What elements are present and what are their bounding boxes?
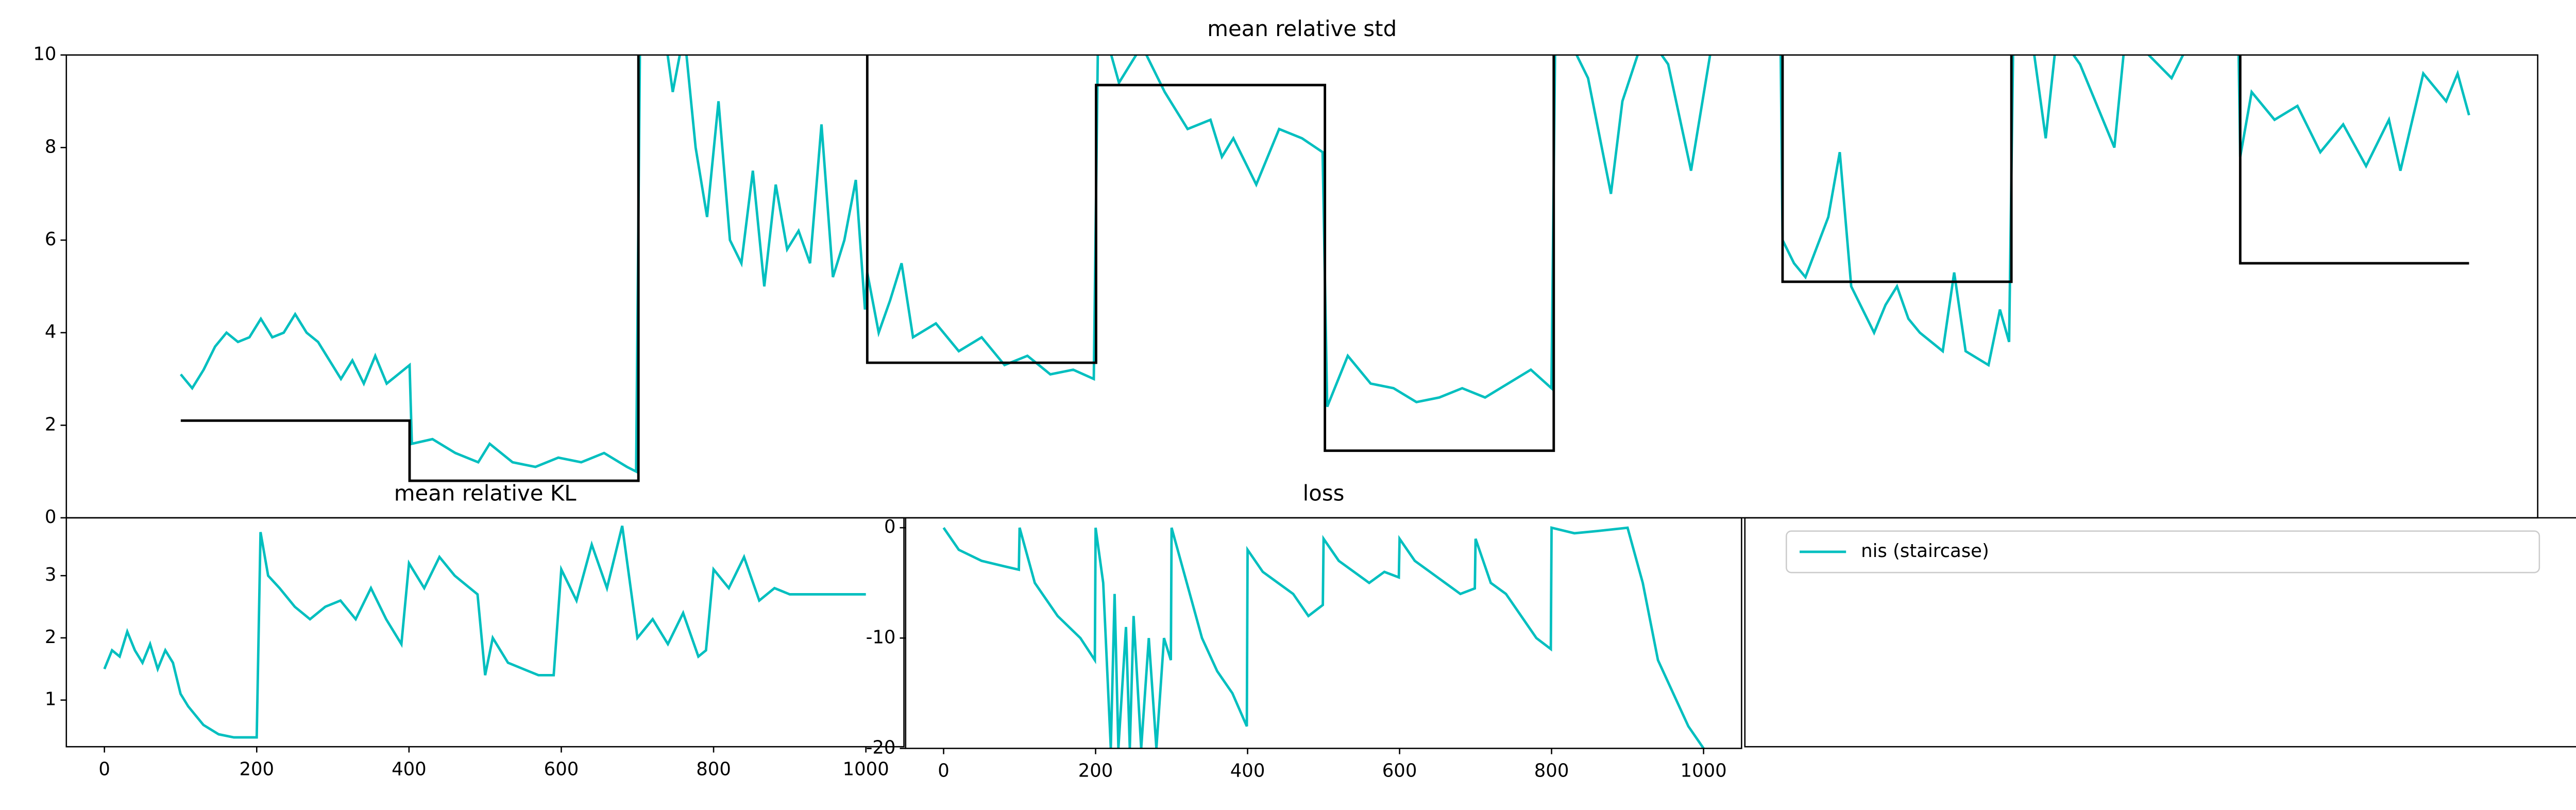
y-tick-label: 3: [45, 564, 57, 585]
chart-title: mean relative std: [1207, 16, 1397, 41]
y-tick-label: -10: [866, 627, 896, 648]
legend-label: nis (staircase): [1861, 541, 1989, 562]
x-tick-label: 0: [938, 760, 950, 781]
y-tick-label: -20: [866, 737, 896, 758]
series-line: [942, 526, 1705, 749]
x-tick-label: 800: [696, 758, 731, 780]
plot-area: [179, 55, 2470, 482]
y-tick-label: 0: [45, 507, 57, 528]
series-line: [103, 526, 866, 739]
axes-frame: [905, 517, 1742, 749]
series-line: [179, 55, 2470, 474]
x-tick-label: 0: [98, 758, 110, 780]
chart-title: mean relative KL: [394, 480, 577, 505]
x-tick-label: 400: [392, 758, 427, 780]
x-tick-label: 600: [544, 758, 579, 780]
x-tick-label: 400: [1230, 760, 1265, 781]
x-tick-label: 200: [239, 758, 274, 780]
legend-box: [1785, 530, 2540, 573]
x-tick-label: 1000: [843, 758, 889, 780]
y-tick-label: 6: [45, 229, 57, 250]
axes-frame: [65, 517, 905, 748]
legend-axes: [1744, 517, 2576, 748]
series-line: [180, 55, 2469, 482]
y-tick-label: 0: [884, 516, 896, 537]
y-tick-label: 8: [45, 136, 57, 157]
x-tick-label: 1000: [1681, 760, 1727, 781]
y-tick-label: 4: [45, 322, 57, 343]
y-tick-label: 2: [45, 414, 57, 435]
x-tick-label: 200: [1078, 760, 1113, 781]
y-tick-label: 1: [45, 689, 57, 710]
plot-area: [942, 526, 1705, 749]
plot-area: [103, 526, 866, 739]
chart-title: loss: [1303, 480, 1345, 505]
y-tick-label: 2: [45, 627, 57, 648]
x-tick-label: 800: [1534, 760, 1569, 781]
x-tick-label: 600: [1382, 760, 1417, 781]
y-tick-label: 10: [33, 44, 56, 65]
